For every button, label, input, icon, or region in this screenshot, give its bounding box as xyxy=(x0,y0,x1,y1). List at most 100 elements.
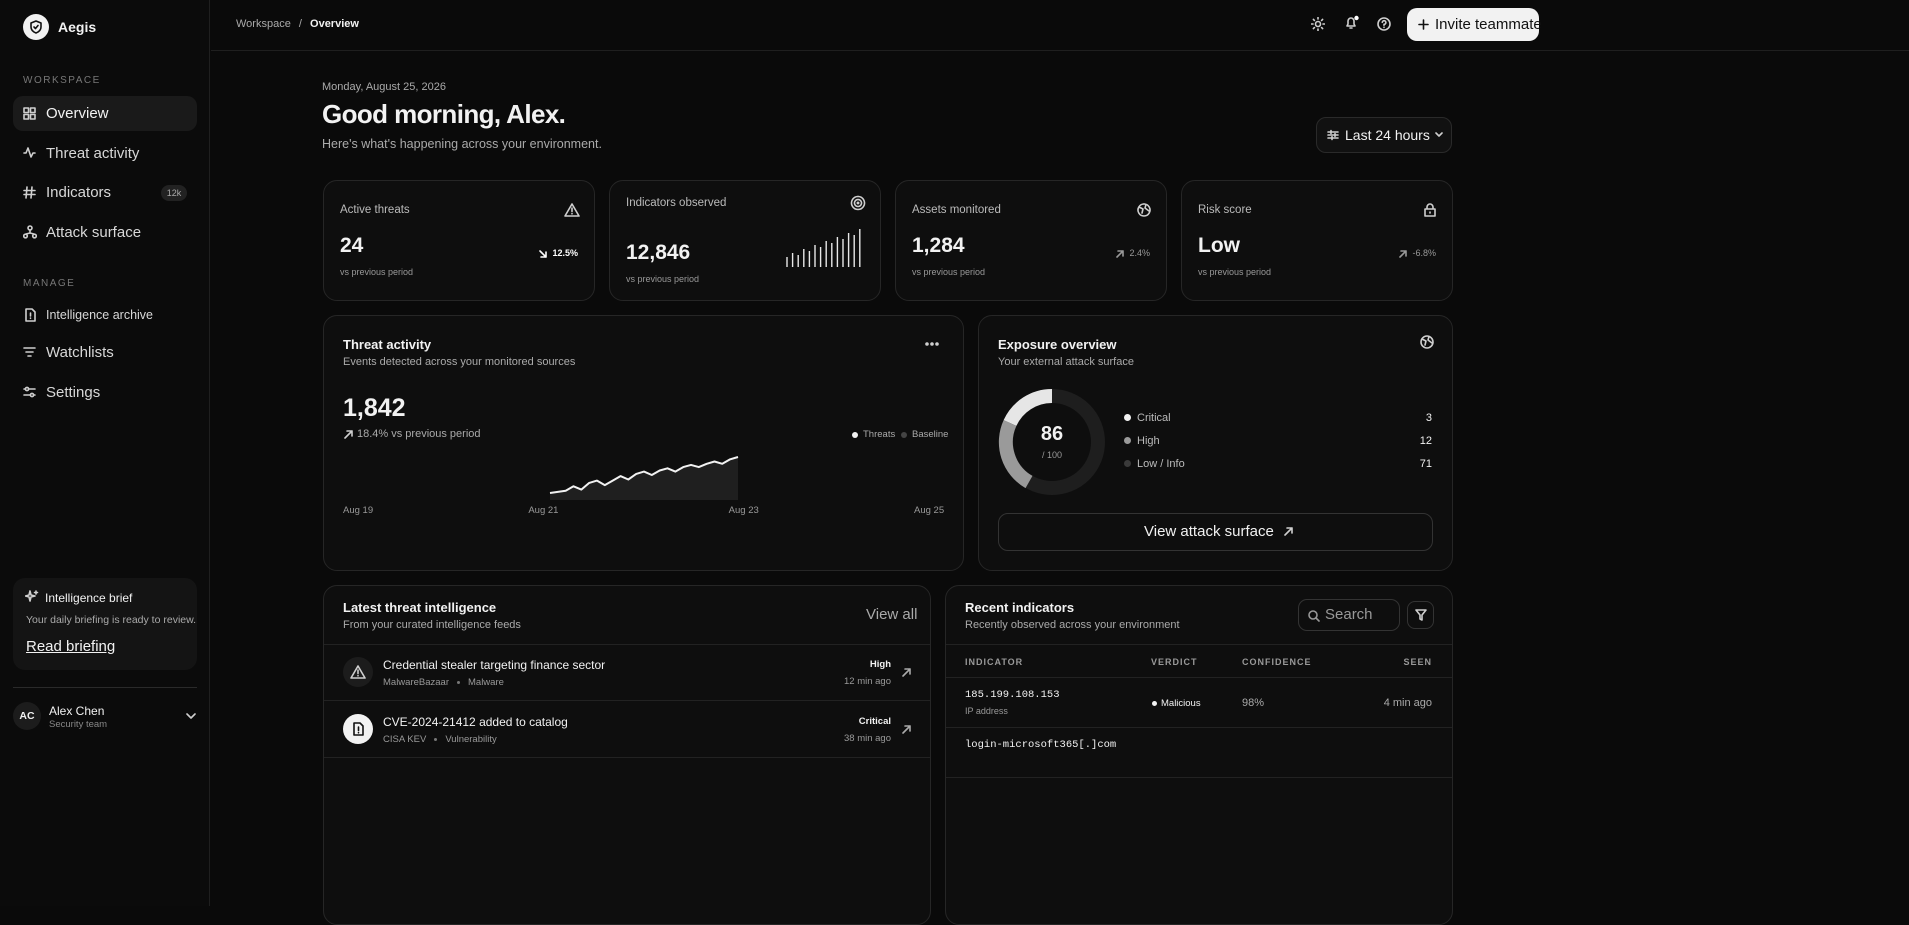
card-subtitle: Recently observed across your environmen… xyxy=(965,619,1180,631)
user-role: Security team xyxy=(49,719,108,730)
stat-card: Assets monitored 1,284 vs previous period 2… xyxy=(895,180,1167,301)
card-subtitle: From your curated intelligence feeds xyxy=(343,619,521,631)
view-all[interactable]: View all xyxy=(866,606,918,623)
legend-swatch xyxy=(1124,460,1131,467)
verdict: Malicious xyxy=(1161,698,1201,709)
brief-title: Intelligence brief xyxy=(45,591,133,605)
breadcrumb: Workspace / Overview xyxy=(236,18,359,30)
threat-chart xyxy=(549,456,739,500)
card-subtitle: Your external attack surface xyxy=(998,356,1134,368)
nav-item[interactable]: Settings xyxy=(46,384,101,401)
crumb: Overview xyxy=(310,18,359,30)
greeting: Good morning, Alex. xyxy=(322,99,566,129)
sidebar: Aegis WORKSPACE Overview Threat activity… xyxy=(0,0,210,906)
threat-area xyxy=(550,457,738,500)
divider xyxy=(13,687,197,688)
intel-item[interactable]: Credential stealer targeting finance sec… xyxy=(324,645,930,701)
legend-count: 71 xyxy=(1419,458,1432,470)
threat-change: 18.4% vs previous period xyxy=(357,428,481,440)
icon xyxy=(564,203,580,217)
brand: Aegis xyxy=(58,19,97,35)
icon xyxy=(350,665,366,679)
button-label: View attack surface xyxy=(1144,523,1274,540)
icon xyxy=(353,722,364,736)
nav-item[interactable]: Watchlists xyxy=(46,344,114,361)
brief-card: Intelligence brief Your daily briefing i… xyxy=(13,578,197,670)
stat-value: 1,284 xyxy=(912,234,965,257)
search-box[interactable]: Search xyxy=(1298,599,1400,631)
stat-label: Assets monitored xyxy=(912,204,1001,216)
logo[interactable] xyxy=(23,14,49,40)
item-meta: CISA KEV Vulnerability xyxy=(383,734,497,745)
range-select[interactable]: Last 24 hours xyxy=(1316,117,1452,153)
invite-button[interactable]: Invite teammate xyxy=(1407,8,1542,41)
legend-swatch xyxy=(901,432,907,438)
notifications[interactable] xyxy=(1344,15,1360,31)
divider xyxy=(324,644,930,645)
nav-badge: 12k xyxy=(161,185,187,201)
indicator-value[interactable]: 185.199.108.153 xyxy=(965,689,1060,701)
divider xyxy=(946,677,1452,678)
item-time: 38 min ago xyxy=(843,733,891,744)
nav-icon xyxy=(23,347,36,357)
icon-path xyxy=(350,665,366,679)
stat-label: Risk score xyxy=(1198,204,1252,216)
filter-button[interactable] xyxy=(1407,601,1434,629)
brief-link[interactable]: Read briefing xyxy=(26,638,116,655)
icon-path xyxy=(564,203,580,217)
legend-swatch xyxy=(1124,437,1131,444)
item-category: Malware xyxy=(468,677,504,688)
attack-surface-button[interactable]: View attack surface xyxy=(998,513,1433,551)
stat-note: vs previous period xyxy=(1198,267,1272,277)
crumb[interactable]: Workspace xyxy=(236,18,291,30)
item-arrow[interactable] xyxy=(902,725,911,734)
brief-icon xyxy=(25,590,39,602)
column-header: SEEN xyxy=(1403,657,1432,667)
nav-item[interactable]: Indicators xyxy=(46,184,112,201)
user-name[interactable]: Alex Chen xyxy=(49,704,105,718)
theme-toggle[interactable] xyxy=(1311,17,1325,31)
stat-card: Active threats 24 vs previous period 12.5% xyxy=(323,180,595,301)
indicators-card: Recent indicators Recently observed acro… xyxy=(945,585,1453,925)
help[interactable] xyxy=(1377,17,1391,31)
stat-note: vs previous period xyxy=(912,267,986,277)
stat-card: Indicators observed 12,846 vs previous per… xyxy=(609,180,881,301)
nav-icon xyxy=(23,225,37,239)
legend-label: Critical xyxy=(1137,412,1171,424)
search-placeholder: Search xyxy=(1325,606,1373,623)
change-icon xyxy=(1116,250,1124,258)
plus-icon xyxy=(1418,19,1429,30)
threat-line xyxy=(549,456,739,494)
nav-item[interactable]: Overview xyxy=(46,105,109,122)
range-label: Last 24 hours xyxy=(1345,127,1430,143)
nav-item[interactable]: Intelligence archive xyxy=(46,308,154,322)
nav-item[interactable]: Threat activity xyxy=(46,145,140,162)
stat-value: Low xyxy=(1198,234,1240,257)
icon-path xyxy=(1137,203,1151,217)
brief-text: Your daily briefing is ready to review. xyxy=(26,614,197,626)
stat-label: Indicators observed xyxy=(626,197,727,209)
stat-change: 12.5% xyxy=(552,248,578,258)
exposure-card: Exposure overview Your external attack s… xyxy=(978,315,1453,571)
section-label: WORKSPACE xyxy=(23,75,101,86)
stat-note: vs previous period xyxy=(340,267,414,277)
indicator-value[interactable]: login-microsoft365[.]com xyxy=(965,739,1117,751)
icon-path xyxy=(850,195,866,211)
crumb-separator: / xyxy=(298,18,302,30)
trend-icon xyxy=(344,430,353,439)
chevron[interactable] xyxy=(186,712,196,720)
nav-active-bg xyxy=(13,96,197,131)
intel-item[interactable]: CVE-2024-21412 added to catalog CISA KEV V… xyxy=(324,702,930,758)
column-header: CONFIDENCE xyxy=(1242,657,1312,667)
arrow-icon xyxy=(1284,527,1293,536)
nav-icon xyxy=(23,186,36,199)
change-icon xyxy=(539,250,547,258)
item-arrow[interactable] xyxy=(902,668,911,677)
stat-card: Risk score Low vs previous period -6.8% xyxy=(1181,180,1453,301)
card-subtitle: Events detected across your monitored so… xyxy=(343,356,576,368)
nav-item[interactable]: Attack surface xyxy=(46,224,142,241)
more-button[interactable] xyxy=(925,342,939,346)
item-source: MalwareBazaar xyxy=(383,677,449,688)
item-title: Credential stealer targeting finance sec… xyxy=(383,658,606,672)
